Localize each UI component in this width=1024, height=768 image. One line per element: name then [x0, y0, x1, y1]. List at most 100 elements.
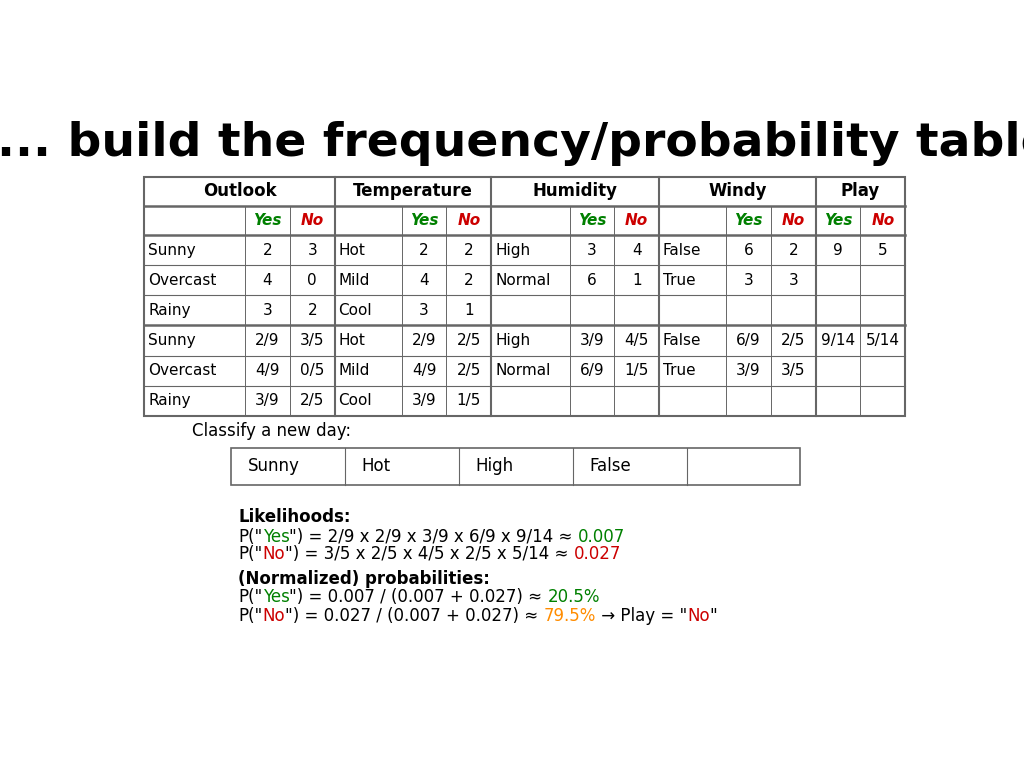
Text: ... build the frequency/probability table: ... build the frequency/probability tabl… [0, 121, 1024, 167]
Text: 1/5: 1/5 [625, 363, 649, 378]
Bar [144, 177, 905, 415]
Text: True: True [663, 363, 695, 378]
Text: 2/5: 2/5 [457, 363, 481, 378]
Text: 3: 3 [262, 303, 272, 318]
Text: 4/5: 4/5 [625, 333, 649, 348]
Text: 6: 6 [587, 273, 597, 288]
Text: ") = 2/9 x 2/9 x 3/9 x 6/9 x 9/14 ≈: ") = 2/9 x 2/9 x 3/9 x 6/9 x 9/14 ≈ [290, 528, 579, 546]
Text: False: False [663, 243, 701, 258]
Text: Mild: Mild [339, 363, 370, 378]
Text: 2: 2 [263, 243, 272, 258]
Text: 4: 4 [419, 273, 429, 288]
Text: 3/9: 3/9 [255, 393, 280, 408]
Text: 2/9: 2/9 [255, 333, 280, 348]
Text: 0.027: 0.027 [573, 545, 622, 563]
Text: Yes: Yes [253, 214, 282, 228]
Text: 6: 6 [743, 243, 754, 258]
Text: P(": P(" [239, 528, 262, 546]
Text: Rainy: Rainy [148, 303, 190, 318]
Text: 20.5%: 20.5% [548, 588, 600, 606]
Text: 5/14: 5/14 [866, 333, 900, 348]
Text: 4: 4 [632, 243, 641, 258]
Text: 4/9: 4/9 [255, 363, 280, 378]
Text: 3/5: 3/5 [300, 333, 325, 348]
Text: → Play = ": → Play = " [596, 607, 687, 624]
Text: Cool: Cool [339, 393, 372, 408]
Text: 4: 4 [263, 273, 272, 288]
Text: P(": P(" [239, 545, 262, 563]
Text: Humidity: Humidity [532, 183, 617, 200]
Text: No: No [262, 607, 286, 624]
Text: 3: 3 [788, 273, 798, 288]
Text: Temperature: Temperature [353, 183, 473, 200]
Text: Normal: Normal [495, 273, 551, 288]
Text: 2/5: 2/5 [300, 393, 325, 408]
Text: High: High [495, 243, 530, 258]
Text: No: No [301, 214, 324, 228]
Text: 1/5: 1/5 [457, 393, 481, 408]
Text: Yes: Yes [262, 528, 290, 546]
Text: Yes: Yes [578, 214, 606, 228]
Text: ") = 0.027 / (0.007 + 0.027) ≈: ") = 0.027 / (0.007 + 0.027) ≈ [286, 607, 544, 624]
Text: 3/9: 3/9 [736, 363, 761, 378]
Text: Sunny: Sunny [148, 243, 196, 258]
Text: No: No [687, 607, 710, 624]
Text: 6/9: 6/9 [580, 363, 604, 378]
Text: 2: 2 [464, 243, 474, 258]
Text: P(": P(" [239, 607, 262, 624]
Text: 4/9: 4/9 [412, 363, 436, 378]
Text: Yes: Yes [410, 214, 438, 228]
Text: Yes: Yes [262, 588, 290, 606]
Text: 3: 3 [419, 303, 429, 318]
Text: High: High [495, 333, 530, 348]
Text: 79.5%: 79.5% [544, 607, 596, 624]
Text: No: No [871, 214, 894, 228]
Text: 0: 0 [307, 273, 317, 288]
Text: 2/5: 2/5 [781, 333, 806, 348]
Text: 2: 2 [419, 243, 429, 258]
Text: P(": P(" [239, 588, 262, 606]
Text: True: True [663, 273, 695, 288]
Text: No: No [262, 545, 286, 563]
Text: High: High [476, 458, 514, 475]
Text: 9: 9 [834, 243, 843, 258]
Text: Overcast: Overcast [148, 273, 217, 288]
Text: False: False [590, 458, 632, 475]
Text: 9/14: 9/14 [821, 333, 855, 348]
Text: 2: 2 [788, 243, 798, 258]
Text: 3/5: 3/5 [781, 363, 806, 378]
Text: Outlook: Outlook [203, 183, 276, 200]
Text: Sunny: Sunny [148, 333, 196, 348]
Text: False: False [663, 333, 701, 348]
Text: Mild: Mild [339, 273, 370, 288]
Text: 1: 1 [632, 273, 641, 288]
Text: ") = 3/5 x 2/5 x 4/5 x 2/5 x 5/14 ≈: ") = 3/5 x 2/5 x 4/5 x 2/5 x 5/14 ≈ [286, 545, 573, 563]
Text: Hot: Hot [361, 458, 391, 475]
Text: No: No [781, 214, 805, 228]
Text: 2: 2 [307, 303, 317, 318]
Text: Overcast: Overcast [148, 363, 217, 378]
Text: Yes: Yes [823, 214, 852, 228]
Text: No: No [458, 214, 480, 228]
Text: Rainy: Rainy [148, 393, 190, 408]
Text: Classify a new day:: Classify a new day: [193, 422, 351, 440]
Text: (Normalized) probabilities:: (Normalized) probabilities: [239, 570, 490, 588]
Text: 2/9: 2/9 [412, 333, 436, 348]
Text: Likelihoods:: Likelihoods: [239, 508, 351, 526]
Text: 1: 1 [464, 303, 474, 318]
Text: 0/5: 0/5 [300, 363, 325, 378]
Text: Cool: Cool [339, 303, 372, 318]
Text: 2/5: 2/5 [457, 333, 481, 348]
Text: 3: 3 [743, 273, 754, 288]
Text: Sunny: Sunny [248, 458, 300, 475]
Bar [230, 448, 801, 485]
Text: 0.007: 0.007 [579, 528, 626, 546]
Text: ": " [710, 607, 718, 624]
Text: No: No [625, 214, 648, 228]
Text: Normal: Normal [495, 363, 551, 378]
Text: Windy: Windy [709, 183, 767, 200]
Text: Hot: Hot [339, 243, 366, 258]
Text: 3: 3 [307, 243, 317, 258]
Text: Yes: Yes [734, 214, 763, 228]
Text: 5: 5 [878, 243, 888, 258]
